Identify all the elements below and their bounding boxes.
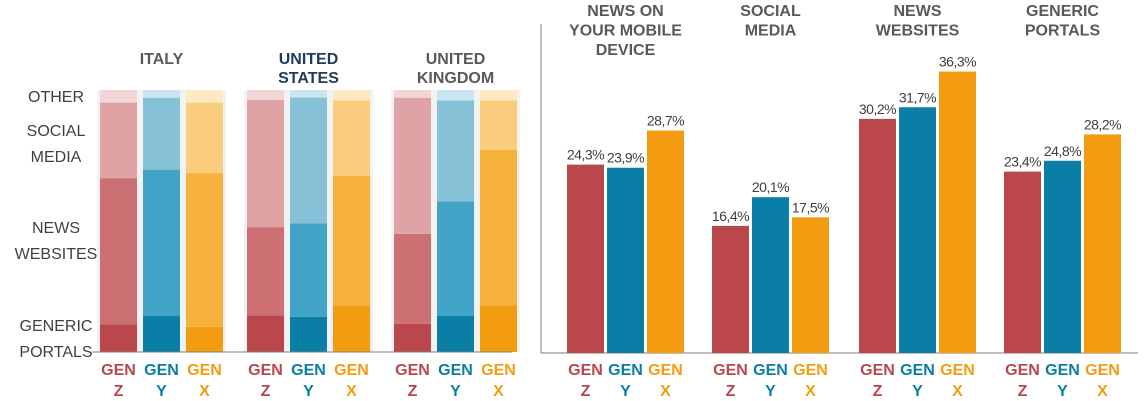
stack-segment-news xyxy=(480,149,517,306)
stack-segment-other xyxy=(186,90,223,103)
category-label-0: OTHER xyxy=(28,89,84,106)
value-label: 36,3% xyxy=(939,54,976,70)
country-title-0: ITALY xyxy=(140,51,184,68)
bar-gen_z xyxy=(567,164,604,353)
category-label-3: GENERIC PORTALS xyxy=(19,318,92,361)
value-label: 28,2% xyxy=(1084,116,1121,132)
stack-segment-news xyxy=(186,173,223,327)
value-label: 17,5% xyxy=(792,199,829,215)
gen-label-gen_z: GEN Z xyxy=(248,362,283,400)
stack-segment-news xyxy=(290,223,327,317)
stack-segment-generic xyxy=(333,305,370,352)
stack-segment-news xyxy=(143,169,180,317)
metric-title-3: GENERIC PORTALS xyxy=(1025,3,1101,40)
stack-segment-generic xyxy=(290,316,327,352)
stack-segment-generic xyxy=(143,316,180,352)
gen-label-gen_x: GEN X xyxy=(1085,362,1120,400)
bar-gen_z xyxy=(1004,171,1041,353)
stack-segment-generic xyxy=(394,323,431,352)
gen-label-gen_y: GEN Y xyxy=(900,362,935,400)
metric-title-0: NEWS ON YOUR MOBILE DEVICE xyxy=(569,3,682,59)
gen-label-gen_z: GEN Z xyxy=(395,362,430,400)
country-title-2: UNITED KINGDOM xyxy=(417,51,494,87)
stack-segment-social xyxy=(437,100,474,202)
gen-label-gen_y: GEN Y xyxy=(753,362,788,400)
value-label: 23,4% xyxy=(1004,154,1041,170)
bar-gen_y xyxy=(752,197,789,353)
metric-title-1: SOCIAL MEDIA xyxy=(740,3,801,40)
bar-gen_z xyxy=(859,118,896,353)
gen-label-gen_x: GEN X xyxy=(940,362,975,400)
stack-segment-social xyxy=(186,102,223,174)
stack-segment-other xyxy=(100,90,137,103)
gen-label-gen_x: GEN X xyxy=(648,362,683,400)
stack-segment-generic xyxy=(437,315,474,352)
value-label: 28,7% xyxy=(647,113,684,129)
bar-gen_y xyxy=(607,167,644,353)
gen-label-gen_z: GEN Z xyxy=(713,362,748,400)
stack-segment-other xyxy=(437,90,474,101)
gen-label-gen_y: GEN Y xyxy=(144,362,179,400)
stack-segment-generic xyxy=(186,326,223,352)
metric-title-2: NEWS WEBSITES xyxy=(876,3,960,40)
stack-segment-social xyxy=(143,97,180,170)
gen-label-gen_z: GEN Z xyxy=(1005,362,1040,400)
stack-segment-generic xyxy=(247,315,284,352)
gen-label-gen_x: GEN X xyxy=(334,362,369,400)
bar-gen_y xyxy=(1044,160,1081,353)
stack-segment-news xyxy=(437,201,474,316)
gen-label-gen_x: GEN X xyxy=(481,362,516,400)
stack-segment-generic xyxy=(480,305,517,352)
value-label: 30,2% xyxy=(859,101,896,117)
bar-gen_x xyxy=(1084,134,1121,353)
gen-label-gen_y: GEN Y xyxy=(291,362,326,400)
category-label-2: NEWS WEBSITES xyxy=(15,220,98,263)
gen-label-gen_z: GEN Z xyxy=(101,362,136,400)
stack-segment-social xyxy=(394,97,431,234)
stack-segment-other xyxy=(290,90,327,98)
category-label-1: SOCIAL MEDIA xyxy=(27,123,86,166)
gen-label-gen_y: GEN Y xyxy=(438,362,473,400)
gen-label-gen_y: GEN Y xyxy=(1045,362,1080,400)
stack-segment-news xyxy=(333,175,370,306)
value-label: 31,7% xyxy=(899,89,936,105)
stack-segment-news xyxy=(100,178,137,325)
stack-segment-other xyxy=(247,90,284,100)
value-label: 24,8% xyxy=(1044,143,1081,159)
stack-segment-generic xyxy=(100,324,137,352)
bar-gen_y xyxy=(899,107,936,353)
stack-segment-other xyxy=(394,90,431,98)
stack-segment-social xyxy=(247,99,284,228)
value-label: 16,4% xyxy=(712,208,749,224)
value-label: 24,3% xyxy=(567,147,604,163)
stack-segment-other xyxy=(333,90,370,101)
gen-label-gen_x: GEN X xyxy=(793,362,828,400)
bar-gen_x xyxy=(939,71,976,353)
stack-segment-social xyxy=(290,97,327,224)
stack-segment-other xyxy=(143,90,180,98)
stack-segment-social xyxy=(480,100,517,150)
gen-label-gen_y: GEN Y xyxy=(608,362,643,400)
stack-segment-news xyxy=(394,233,431,324)
country-title-1: UNITED STATES xyxy=(278,51,339,87)
bar-gen_x xyxy=(647,130,684,353)
value-label: 23,9% xyxy=(607,150,644,166)
gen-label-gen_z: GEN Z xyxy=(568,362,603,400)
stack-segment-news xyxy=(247,227,284,316)
stack-segment-social xyxy=(333,100,370,176)
bar-gen_z xyxy=(712,225,749,353)
bar-gen_x xyxy=(792,217,829,353)
gen-label-gen_x: GEN X xyxy=(187,362,222,400)
value-label: 20,1% xyxy=(752,179,789,195)
stack-segment-social xyxy=(100,102,137,179)
gen-label-gen_z: GEN Z xyxy=(860,362,895,400)
stack-segment-other xyxy=(480,90,517,101)
